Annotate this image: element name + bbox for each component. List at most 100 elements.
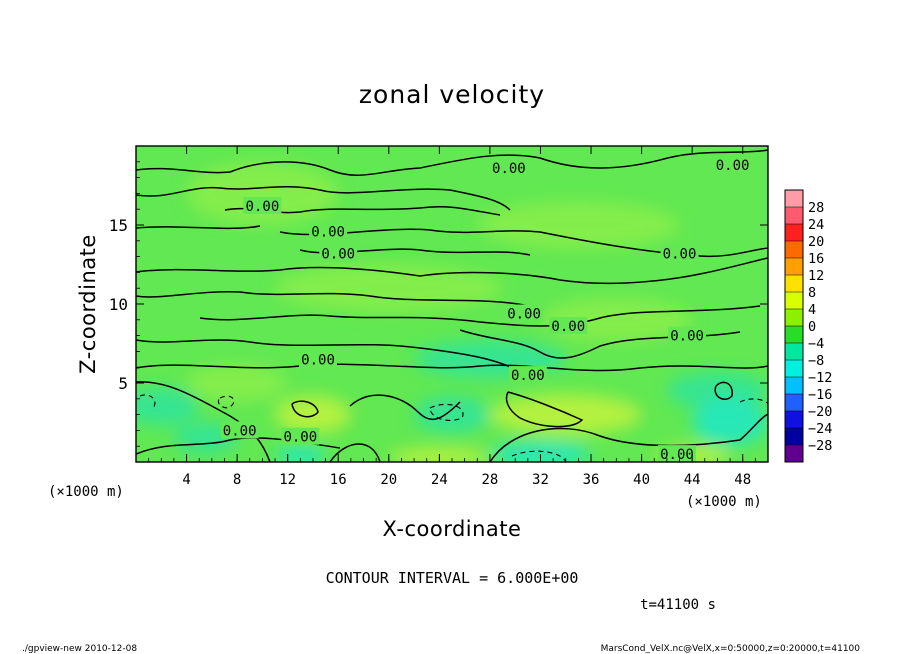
contour-line <box>136 363 768 372</box>
contour-line <box>136 290 531 307</box>
contour-line <box>139 394 156 411</box>
x-axis-label: X-coordinate <box>383 517 522 541</box>
contour-label: 0.00 <box>507 306 541 322</box>
colorbar-label: −12 <box>808 370 832 386</box>
colorbar <box>785 190 803 463</box>
contour-line <box>279 228 768 258</box>
chart-title: zonal velocity <box>359 80 545 109</box>
colorbar-label: 20 <box>808 234 824 250</box>
colorbar-label: 16 <box>808 251 824 267</box>
contour-label-group: 0.00 0.00 0.00 0.00 0.00 0.00 0.00 0.00 0.00 0.00… <box>220 155 752 462</box>
y-tick-label: 10 <box>109 295 128 314</box>
colorbar-swatch <box>785 224 803 242</box>
colorbar-label: −28 <box>808 438 832 454</box>
colorbar-label: −4 <box>808 336 824 352</box>
contour-line <box>511 450 567 462</box>
field-shade <box>414 395 490 434</box>
contour-label-bg <box>505 304 544 322</box>
x-tick-label: 28 <box>481 472 498 488</box>
contour-label: 0.00 <box>246 199 280 215</box>
contour-label-bg <box>309 222 348 240</box>
field-shade <box>275 395 351 434</box>
colorbar-label: 4 <box>808 302 816 318</box>
colorbar-swatch <box>785 275 803 293</box>
contour-line <box>136 381 271 462</box>
contour-line <box>136 149 768 176</box>
plot-area: 0.00 0.00 0.00 0.00 0.00 0.00 0.00 0.00 0.00 0.00… <box>136 146 768 462</box>
contour-line <box>136 339 521 373</box>
contour-label-bg <box>660 244 699 262</box>
x-axis: 4 8 12 16 20 24 28 32 36 40 44 48 <box>148 146 756 488</box>
contour-label-bg <box>713 155 752 173</box>
contour-line <box>217 395 235 409</box>
colorbar-label: 24 <box>808 217 824 233</box>
contour-line <box>136 186 511 211</box>
contour-line <box>714 381 733 400</box>
contour-line <box>329 443 381 462</box>
contour-label-bg <box>668 326 707 344</box>
colorbar-label: 0 <box>808 319 816 335</box>
x-unit-label: (×1000 m) <box>48 484 124 500</box>
negative-contours <box>139 394 768 462</box>
y-tick-label: 15 <box>109 216 128 235</box>
x-tick-label: 44 <box>684 472 701 488</box>
contour-line <box>291 400 319 418</box>
y-tick-label: 5 <box>118 374 128 393</box>
contour-label: 0.00 <box>321 246 355 262</box>
field-shade <box>692 398 768 447</box>
contour-line <box>199 305 761 327</box>
contour-label: 0.00 <box>492 161 526 177</box>
colorbar-swatch <box>785 360 803 378</box>
contour-label: 0.00 <box>283 430 317 446</box>
field-shade <box>186 364 288 402</box>
contour-label-bg <box>220 421 259 439</box>
x-tick-label: 4 <box>182 472 190 488</box>
colorbar-swatch <box>785 207 803 225</box>
contour-label: 0.00 <box>301 352 335 368</box>
footer-right: MarsCond_VelX.nc@VelX,x=0:50000,z=0:2000… <box>601 644 861 654</box>
contour-line <box>136 225 261 230</box>
colorbar-label: −20 <box>808 404 832 420</box>
contour-label: 0.00 <box>663 246 697 262</box>
contour-interval-text: CONTOUR INTERVAL = 6.000E+00 <box>326 569 579 587</box>
contour-label-bg <box>549 317 588 335</box>
contour-label-bg <box>319 244 358 262</box>
contour-line <box>489 413 768 462</box>
colorbar-swatch <box>785 377 803 395</box>
contour-label: 0.00 <box>716 158 750 174</box>
contour-label-bg <box>489 159 528 177</box>
colorbar-swatch <box>785 309 803 327</box>
contour-label: 0.00 <box>511 368 545 384</box>
y-axis-label: Z-coordinate <box>76 234 100 374</box>
x-tick-label: 48 <box>734 472 751 488</box>
field-shade <box>489 394 642 436</box>
colorbar-swatch <box>785 343 803 361</box>
contour-label: 0.00 <box>670 329 704 345</box>
x-tick-label: 20 <box>380 472 397 488</box>
footer-left: ./gpview-new 2010-12-08 <box>22 644 137 654</box>
field-shade <box>477 201 680 249</box>
colorbar-label: −8 <box>808 353 824 369</box>
contour-label: 0.00 <box>311 224 345 240</box>
x-tick-label: 8 <box>233 472 241 488</box>
colorbar-swatch <box>785 428 803 446</box>
y-unit-label: (×1000 m) <box>686 494 762 510</box>
colorbar-swatch <box>785 258 803 276</box>
colorbar-swatch <box>785 241 803 259</box>
colorbar-swatch <box>785 445 803 463</box>
contour-label-bg <box>281 427 320 445</box>
colorbar-label: 8 <box>808 285 816 301</box>
y-axis: 5 10 15 <box>109 161 768 447</box>
x-tick-label: 32 <box>532 472 549 488</box>
contour-label: 0.00 <box>223 423 257 439</box>
colorbar-swatch <box>785 190 803 208</box>
contour-label-bg <box>657 445 696 462</box>
colorbar-label: 12 <box>808 268 824 284</box>
x-tick-label: 24 <box>431 472 448 488</box>
colorbar-label: −16 <box>808 387 832 403</box>
colorbar-label: −24 <box>808 421 832 437</box>
contour-line <box>739 398 768 405</box>
colorbar-swatch <box>785 326 803 344</box>
